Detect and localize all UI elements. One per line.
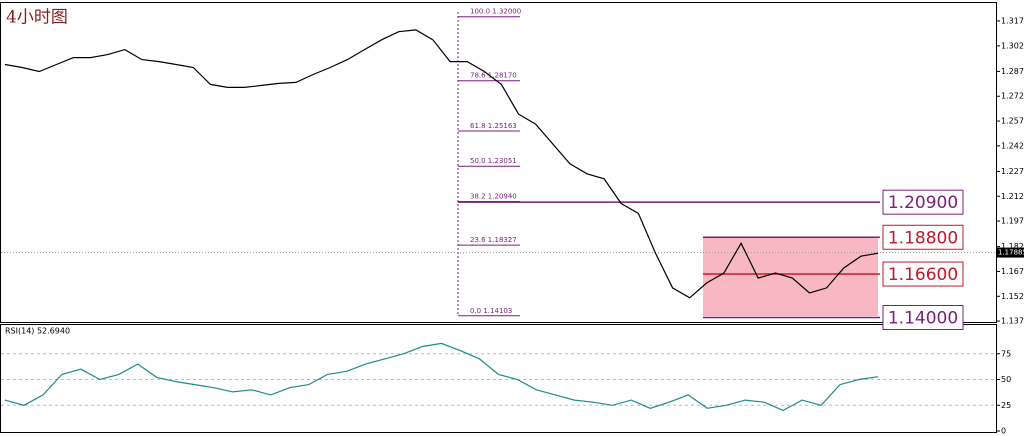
y-tick-label: 0 bbox=[1001, 427, 1006, 436]
level-label: 1.16600 bbox=[888, 265, 958, 285]
y-tick-label: 1.16755 bbox=[1001, 267, 1024, 276]
level-label: 1.14000 bbox=[888, 308, 958, 328]
price-panel bbox=[0, 2, 997, 323]
y-tick-label: 25 bbox=[1001, 401, 1011, 410]
fib-label: 0.0 1.14103 bbox=[470, 307, 512, 315]
chart-title: 4小时图 bbox=[6, 8, 68, 28]
price-line bbox=[4, 342, 879, 412]
y-tick-label: 1.27240 bbox=[1001, 92, 1024, 101]
level-label: 1.20900 bbox=[888, 193, 958, 213]
y-tick-label: 1.25755 bbox=[1001, 117, 1024, 126]
level-box bbox=[882, 224, 964, 250]
rsi-panel bbox=[0, 324, 997, 433]
fib-label: 23.6 1.18327 bbox=[470, 236, 517, 244]
y-tick-label: 1.18240 bbox=[1001, 242, 1024, 251]
y-tick-label: 1.19770 bbox=[1001, 217, 1024, 226]
fib-label: 50.0 1.23051 bbox=[470, 157, 517, 165]
fib-label: 78.6 1.28170 bbox=[470, 72, 517, 80]
fib-label: 38.2 1.20940 bbox=[470, 193, 517, 201]
rsi-title: RSI(14) 52.6940 bbox=[5, 327, 70, 336]
current-price-label: 1.17885 bbox=[998, 249, 1024, 257]
current-price-box bbox=[997, 247, 1024, 258]
fib-label: 61.8 1.25163 bbox=[470, 122, 517, 130]
y-tick-label: 50 bbox=[1001, 375, 1011, 384]
y-tick-label: 1.30255 bbox=[1001, 41, 1024, 50]
level-box bbox=[882, 189, 964, 215]
level-box bbox=[882, 304, 964, 330]
y-tick-label: 1.28725 bbox=[1001, 67, 1024, 76]
y-tick-label: 1.21255 bbox=[1001, 192, 1024, 201]
level-box bbox=[882, 261, 964, 287]
y-tick-label: 1.13785 bbox=[1001, 317, 1024, 326]
price-line bbox=[4, 29, 879, 299]
y-tick-label: 1.15270 bbox=[1001, 292, 1024, 301]
y-tick-label: 75 bbox=[1001, 349, 1011, 358]
level-label: 1.18800 bbox=[888, 228, 958, 248]
y-tick-label: 1.31745 bbox=[1001, 16, 1024, 25]
y-tick-label: 1.22740 bbox=[1001, 167, 1024, 176]
y-tick-label: 1.24270 bbox=[1001, 141, 1024, 150]
fib-label: 100.0 1.32000 bbox=[470, 8, 521, 16]
